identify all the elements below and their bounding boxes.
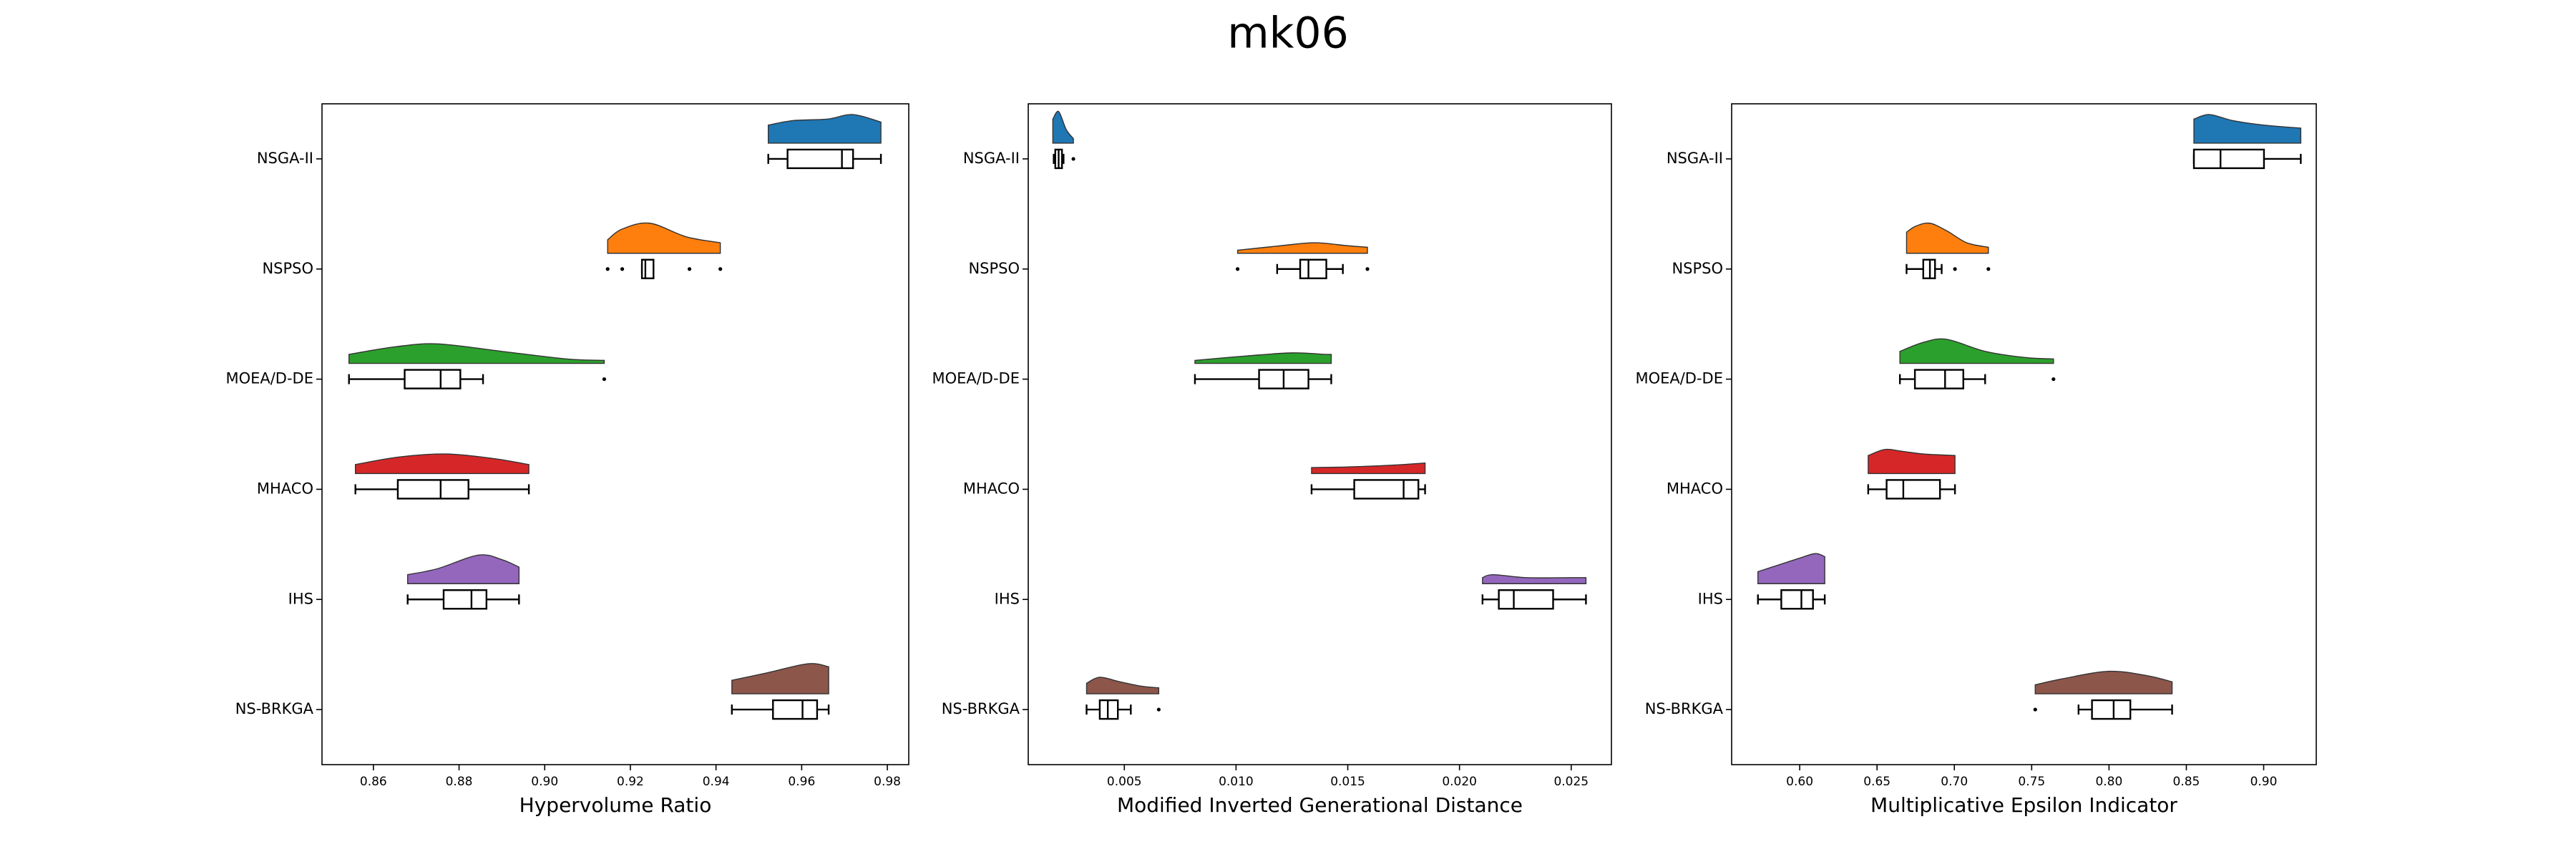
x-tick-label: 0.025 bbox=[1553, 775, 1589, 789]
y-tick-label: MOEA/D-DE bbox=[932, 370, 1020, 387]
x-tick-label: 0.85 bbox=[2173, 775, 2200, 789]
box bbox=[1913, 369, 1964, 389]
flier bbox=[1953, 267, 1957, 271]
box bbox=[786, 148, 854, 170]
x-tick-label: 0.60 bbox=[1786, 775, 1813, 789]
flier bbox=[620, 267, 625, 271]
y-tick-label: NS-BRKGA bbox=[1645, 700, 1724, 717]
flier bbox=[2033, 707, 2037, 712]
box bbox=[396, 479, 469, 500]
box bbox=[1885, 479, 1941, 500]
y-tick-label: NSPSO bbox=[262, 260, 313, 277]
x-tick-label: 0.75 bbox=[2018, 775, 2045, 789]
y-tick-label: MOEA/D-DE bbox=[1635, 370, 1723, 387]
x-tick-label: 0.90 bbox=[2250, 775, 2278, 789]
cloud bbox=[1482, 573, 1587, 584]
cloud bbox=[1194, 352, 1332, 364]
x-tick-label: 0.65 bbox=[1863, 775, 1890, 789]
y-tick-label: MHACO bbox=[963, 480, 1020, 497]
y-tick-label: MOEA/D-DE bbox=[225, 370, 313, 387]
flier bbox=[605, 267, 610, 271]
y-tick-label: NS-BRKGA bbox=[235, 700, 314, 717]
box bbox=[1780, 589, 1814, 610]
flier bbox=[1235, 267, 1240, 271]
panel: 0.86 0.88 0.90 0.92 0.94 0.96 0.98 Hypervolume … bbox=[225, 103, 909, 817]
x-tick-label: 0.015 bbox=[1330, 775, 1365, 789]
cloud bbox=[348, 343, 605, 364]
x-tick-label: 0.80 bbox=[2095, 775, 2122, 789]
y-tick-label: NSGA-II bbox=[257, 150, 313, 167]
y-tick-label: NSGA-II bbox=[1667, 150, 1723, 167]
box bbox=[404, 369, 462, 389]
cloud bbox=[767, 114, 882, 144]
cloud bbox=[1906, 222, 1989, 254]
y-tick-label: MHACO bbox=[257, 480, 313, 497]
box bbox=[2091, 699, 2132, 720]
box bbox=[772, 699, 819, 720]
x-tick-label: 0.020 bbox=[1442, 775, 1477, 789]
panel: 0.60 0.65 0.70 0.75 0.80 0.85 0.90 Multiplicati… bbox=[1635, 103, 2317, 817]
cloud bbox=[1052, 110, 1074, 144]
cloud bbox=[607, 222, 721, 254]
y-tick-label: MHACO bbox=[1667, 480, 1723, 497]
cloud bbox=[1899, 338, 2054, 364]
flier bbox=[1365, 267, 1370, 271]
x-tick-label: 0.005 bbox=[1107, 775, 1142, 789]
box bbox=[1098, 699, 1119, 720]
x-tick-label: 0.70 bbox=[1941, 775, 1968, 789]
panel: 0.005 0.010 0.015 0.020 0.025 Modified Invert… bbox=[932, 103, 1612, 817]
box bbox=[1299, 258, 1327, 279]
x-tick-label: 0.88 bbox=[446, 775, 473, 789]
x-tick-label: 0.98 bbox=[874, 775, 901, 789]
cloud bbox=[407, 554, 520, 584]
y-tick-label: IHS bbox=[288, 590, 313, 607]
cloud bbox=[1868, 448, 1956, 475]
flier bbox=[1986, 267, 1991, 271]
flier bbox=[718, 267, 723, 271]
flier bbox=[602, 377, 607, 382]
y-tick-label: NS-BRKGA bbox=[942, 700, 1020, 717]
y-tick-label: IHS bbox=[1698, 590, 1723, 607]
box bbox=[1498, 589, 1554, 610]
box bbox=[2192, 148, 2265, 170]
x-axis-label: Hypervolume Ratio bbox=[519, 793, 712, 817]
cloud bbox=[1236, 242, 1368, 254]
x-tick-label: 0.90 bbox=[531, 775, 558, 789]
plot-frame bbox=[1028, 103, 1612, 765]
cloud bbox=[2034, 670, 2173, 694]
flier bbox=[1071, 157, 1075, 161]
x-tick-label: 0.86 bbox=[360, 775, 387, 789]
x-tick-label: 0.010 bbox=[1219, 775, 1254, 789]
box bbox=[1353, 479, 1420, 500]
box bbox=[640, 258, 655, 279]
cloud bbox=[1085, 677, 1160, 694]
y-tick-label: NSPSO bbox=[968, 260, 1020, 277]
x-axis-label: Modified Inverted Generational Distance bbox=[1117, 793, 1523, 817]
flier bbox=[1156, 707, 1161, 712]
y-tick-label: NSPSO bbox=[1672, 260, 1723, 277]
plot-frame bbox=[321, 103, 909, 765]
y-tick-label: NSGA-II bbox=[963, 150, 1020, 167]
plot-frame bbox=[1731, 103, 2317, 765]
cloud bbox=[1757, 553, 1825, 584]
cloud bbox=[731, 663, 829, 694]
flier bbox=[687, 267, 692, 271]
x-tick-label: 0.92 bbox=[617, 775, 644, 789]
y-tick-label: IHS bbox=[995, 590, 1020, 607]
flier bbox=[2051, 377, 2056, 382]
x-axis-label: Multiplicative Epsilon Indicator bbox=[1870, 793, 2177, 817]
figure-title: mk06 bbox=[1227, 9, 1349, 59]
cloud bbox=[1311, 462, 1426, 475]
cloud bbox=[354, 453, 530, 475]
box bbox=[442, 589, 488, 610]
x-tick-label: 0.94 bbox=[703, 775, 730, 789]
cloud bbox=[2193, 114, 2302, 144]
x-tick-label: 0.96 bbox=[788, 775, 815, 789]
